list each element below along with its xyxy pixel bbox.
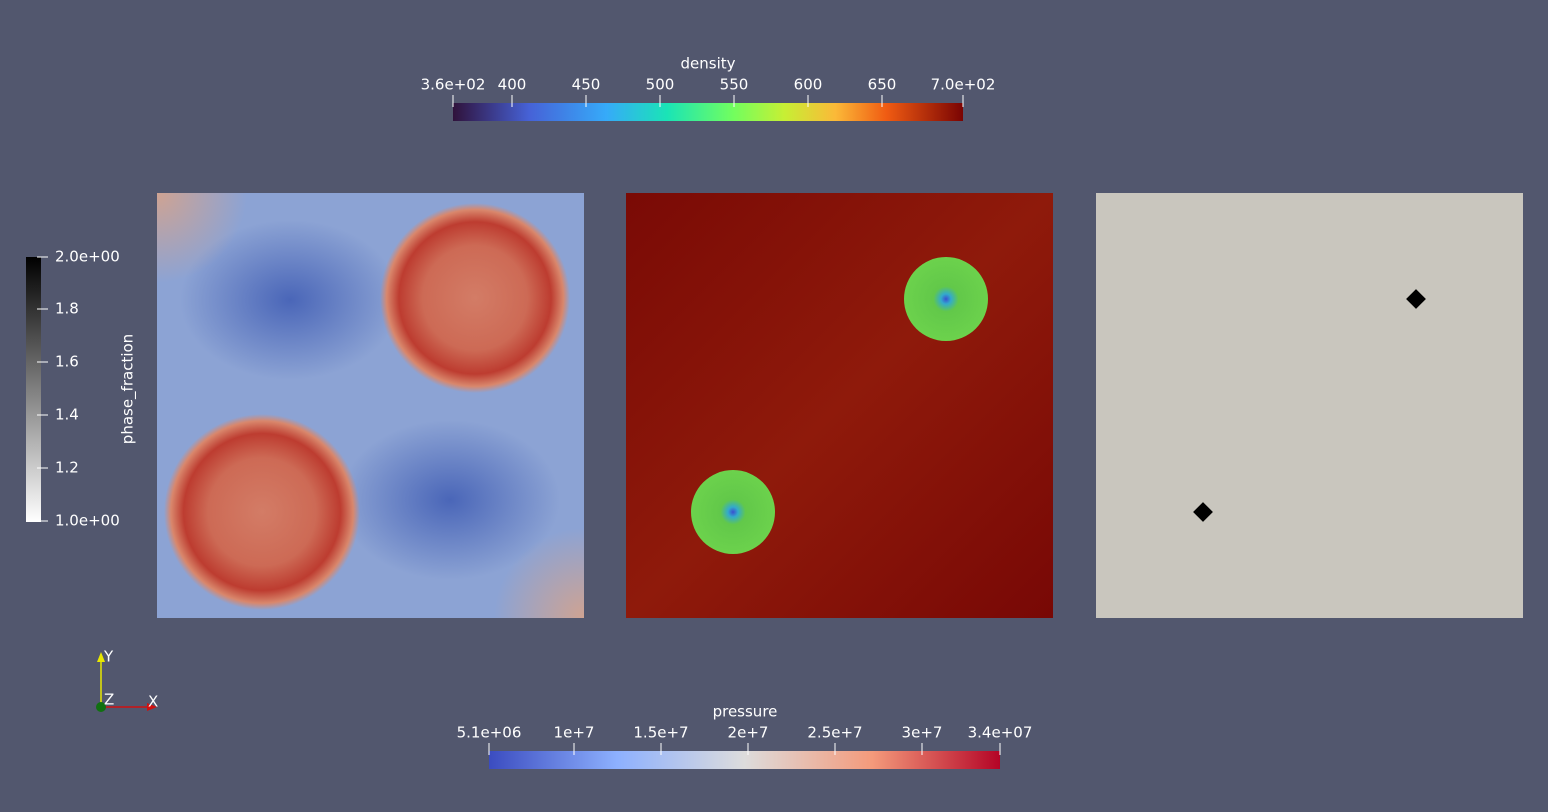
- tick-label: 400: [498, 76, 527, 94]
- tick-label: 1e+7: [554, 724, 595, 742]
- tick-label: 650: [868, 76, 897, 94]
- tick-label: 1.4: [55, 406, 79, 424]
- phase-colorbar: [26, 257, 41, 522]
- tick-label: 1.6: [55, 353, 79, 371]
- tick-label: 2.5e+7: [807, 724, 862, 742]
- axis-label: Y: [103, 648, 114, 666]
- tick-label: 550: [720, 76, 749, 94]
- colorbar-title: pressure: [713, 703, 778, 721]
- tick-label: 2e+7: [728, 724, 769, 742]
- axes-triad: [96, 652, 157, 712]
- tick-label: 3e+7: [902, 724, 943, 742]
- tick-label: 7.0e+02: [931, 76, 996, 94]
- tick-label: 1.5e+7: [633, 724, 688, 742]
- tick-label: 1.0e+00: [55, 512, 120, 530]
- pressure-colorbar: [489, 751, 1000, 769]
- phase-panel: [157, 193, 584, 618]
- density-panel: [626, 193, 1053, 618]
- tick-label: 600: [794, 76, 823, 94]
- tick-label: 5.1e+06: [457, 724, 522, 742]
- tick-label: 3.4e+07: [968, 724, 1033, 742]
- tick-label: 3.6e+02: [421, 76, 486, 94]
- tick-label: 500: [646, 76, 675, 94]
- tick-label: 2.0e+00: [55, 248, 120, 266]
- colorbar-title: phase_fraction: [119, 334, 138, 444]
- tick-label: 1.8: [55, 300, 79, 318]
- density-colorbar: [453, 103, 963, 121]
- axis-label: X: [148, 693, 158, 711]
- tick-label: 1.2: [55, 459, 79, 477]
- colorbar-title: density: [681, 55, 736, 73]
- axis-label: Z: [104, 691, 114, 709]
- marker-panel: [1096, 193, 1523, 618]
- tick-label: 450: [572, 76, 601, 94]
